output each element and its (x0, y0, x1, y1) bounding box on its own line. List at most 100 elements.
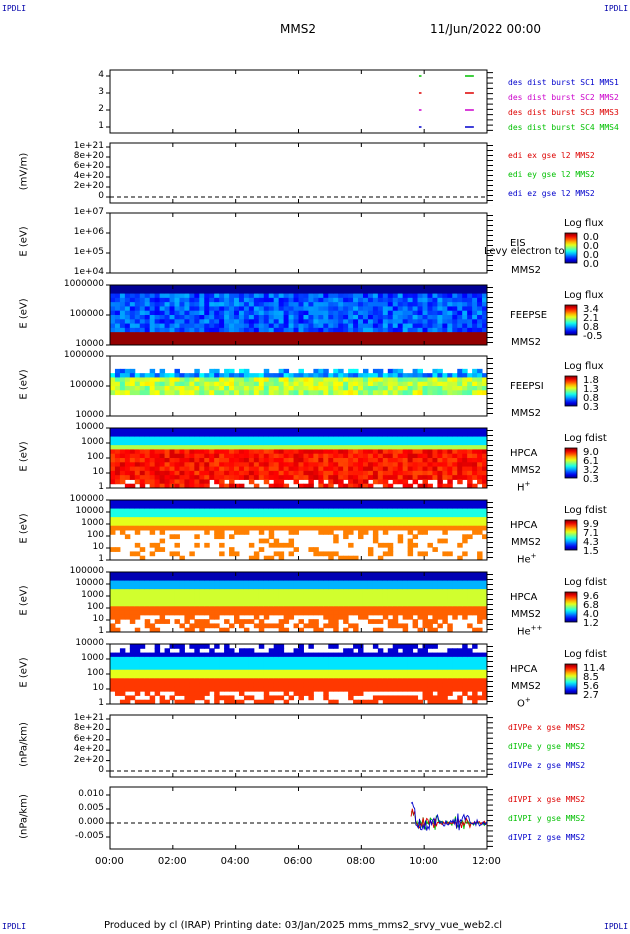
hpca_h-species: H+ (517, 480, 531, 494)
corner-label-bottom-right: IPDLI (604, 922, 629, 931)
plot-date: 11/Jun/2022 00:00 (430, 22, 542, 36)
divpi-legend-0: dIVPI x gse MMS2 (508, 795, 586, 804)
hpca_h-colorbar-value-3: 0.3 (583, 474, 599, 485)
feepse-ytick: 10000 (75, 339, 104, 349)
burst-ytick: 2 (98, 104, 104, 114)
feepse-colorbar-title: Log flux (564, 290, 604, 301)
hpca_hepp-colorbar (564, 591, 578, 623)
eis-colorbar-value-2: 0.0 (583, 250, 599, 261)
hpca_he-ytick: 10 (92, 542, 104, 552)
hpca_h-colorbar-value-0: 9.0 (583, 447, 599, 458)
hpca_o-colorbar-value-1: 8.5 (583, 672, 599, 683)
hpca_he-ytick: 1 (98, 554, 104, 564)
hpca_hepp-colorbar-value-2: 4.0 (583, 609, 599, 620)
x-tick-label: 02:00 (157, 856, 187, 867)
divpe-legend-0: dIVPe x gse MMS2 (508, 723, 586, 732)
x-tick-label: 12:00 (472, 856, 501, 867)
eis-colorbar-title: Log flux (564, 218, 604, 229)
edi-legend-1: edi ey gse l2 MMS2 (508, 170, 595, 179)
feepsi-spectrogram (110, 368, 488, 396)
corner-label-bottom-left: IPDLI (2, 922, 27, 931)
feepsi-colorbar-value-3: 0.3 (583, 402, 599, 413)
hpca_o-ytick: 1000 (81, 653, 104, 663)
hpca_h-instrument: HPCA (510, 448, 538, 459)
feepsi-colorbar (564, 375, 578, 407)
divpi-legend-1: dIVPI y gse MMS2 (508, 814, 586, 823)
divpe-legend-2: dIVPe z gse MMS2 (508, 761, 586, 770)
eis-colorbar-value-3: 0.0 (583, 259, 599, 270)
edi-ytick: 8e+20 (73, 151, 104, 161)
hpca_h-colorbar-title: Log fdist (564, 433, 607, 444)
hpca_he-colorbar-value-0: 9.9 (583, 519, 599, 530)
x-tick-label: 06:00 (283, 856, 313, 867)
feepse-instrument: FEEPSE (510, 310, 548, 321)
hpca_hepp-ytick: 100 (86, 602, 104, 612)
hpca_h-ylabel: E (eV) (18, 441, 30, 472)
hpca_o-species: O+ (517, 696, 531, 710)
edi-legend-0: edi ex gse l2 MMS2 (508, 151, 595, 160)
hpca_he-ytick: 1000 (81, 518, 104, 528)
edi-ylabel: (mV/m) (18, 152, 30, 191)
hpca_o-colorbar-title: Log fdist (564, 649, 607, 660)
hpca_o-spectrogram (110, 644, 488, 705)
hpca_he-spacecraft: MMS2 (511, 537, 541, 548)
feepse-spectrogram (110, 285, 488, 346)
divpe-ylabel: (nPa/km) (18, 722, 30, 767)
hpca_he-species: He+ (517, 552, 537, 566)
feepsi-ytick: 100000 (69, 380, 104, 390)
feepsi-ytick: 1000000 (63, 350, 104, 360)
hpca_he-ytick: 100000 (69, 494, 104, 504)
hpca_h-ytick: 10000 (75, 422, 104, 432)
feepse-colorbar-value-1: 2.1 (583, 313, 599, 324)
feepse-spacecraft: MMS2 (511, 337, 541, 348)
hpca_hepp-colorbar-value-0: 9.6 (583, 591, 599, 602)
hpca_hepp-spacecraft: MMS2 (511, 609, 541, 620)
hpca_hepp-instrument: HPCA (510, 592, 538, 603)
hpca_o-ytick: 1 (98, 698, 104, 708)
hpca_o-ytick: 10 (92, 683, 104, 693)
hpca_hepp-ytick: 100000 (69, 566, 104, 576)
eis-ylabel: E (eV) (18, 226, 30, 257)
hpca_h-spacecraft: MMS2 (511, 465, 541, 476)
hpca_o-colorbar-value-3: 2.7 (583, 690, 599, 701)
divpe-ytick: 0 (98, 765, 104, 775)
feepsi-colorbar-value-2: 0.8 (583, 393, 599, 404)
hpca_o-ytick: 10000 (75, 638, 104, 648)
hpca_hepp-spectrogram (110, 572, 488, 633)
eis-ytick: 1e+06 (73, 227, 104, 237)
feepsi-colorbar-value-0: 1.8 (583, 375, 599, 386)
hpca_h-ytick: 1000 (81, 437, 104, 447)
eis-ytick: 1e+07 (73, 207, 104, 217)
divpi-series-x (410, 808, 488, 829)
hpca_hepp-ylabel: E (eV) (18, 585, 30, 616)
hpca_he-ylabel: E (eV) (18, 513, 30, 544)
hpca_h-colorbar-value-2: 3.2 (583, 465, 599, 476)
edi-frame (109, 142, 488, 204)
hpca_he-instrument: HPCA (510, 520, 538, 531)
divpi-ytick: 0.000 (78, 817, 104, 827)
feepsi-ytick: 10000 (75, 410, 104, 420)
hpca_hepp-species: He++ (517, 624, 543, 638)
hpca_o-ylabel: E (eV) (18, 657, 30, 688)
divpe-ytick: 4e+20 (73, 744, 104, 755)
feepse-ylabel: E (eV) (18, 298, 30, 329)
divpe-ytick: 6e+20 (73, 733, 104, 744)
feepse-ytick: 1000000 (63, 279, 104, 289)
x-tick-label: 08:00 (346, 856, 376, 867)
burst-frame (109, 69, 488, 134)
edi-ytick: 4e+20 (73, 171, 104, 181)
hpca_he-colorbar (564, 519, 578, 551)
plot-title: MMS2 (280, 22, 316, 36)
x-tick-label: 04:00 (220, 856, 250, 867)
feepse-ytick: 100000 (69, 309, 104, 319)
feepsi-ylabel: E (eV) (18, 369, 30, 400)
divpi-ytick: 0.010 (78, 789, 104, 799)
eis-colorbar (564, 232, 578, 264)
eis-overlay: Levy electron to (484, 246, 565, 257)
hpca_h-colorbar (564, 447, 578, 479)
hpca_o-colorbar-value-2: 5.6 (583, 681, 599, 692)
hpca_he-colorbar-value-1: 7.1 (583, 528, 599, 539)
feepse-colorbar-value-3: -0.5 (583, 331, 603, 342)
edi-legend-2: edi ez gse l2 MMS2 (508, 189, 595, 198)
eis-colorbar-value-0: 0.0 (583, 232, 599, 243)
